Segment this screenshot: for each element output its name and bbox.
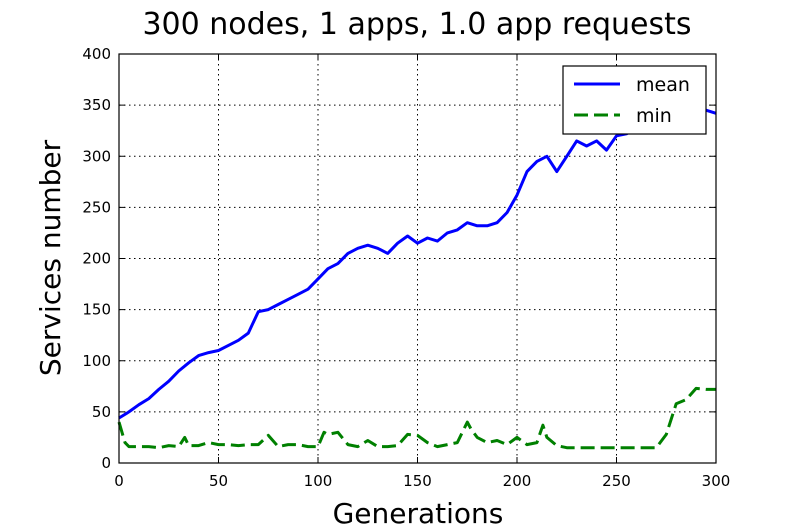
grid [119,54,716,463]
y-tick-label: 0 [101,454,111,472]
legend: mean min [562,65,707,135]
y-tick-label: 50 [92,403,111,421]
chart-title: 300 nodes, 1 apps, 1.0 app requests [142,7,691,42]
y-tick-label: 400 [82,45,111,63]
legend-label-mean: mean [636,74,690,96]
x-tick-label: 250 [602,472,631,490]
x-tick-label: 0 [114,472,124,490]
legend-box [562,65,707,135]
y-tick-label: 200 [82,250,111,268]
x-tick-label: 200 [503,472,532,490]
x-tick-label: 50 [209,472,228,490]
ticks [118,53,717,464]
y-tick-label: 350 [82,96,111,114]
series-layer [117,108,717,450]
y-tick-label: 150 [82,301,111,319]
x-axis-label: Generations [333,497,504,530]
series-line-mean [118,108,717,420]
tick-labels: 0 50 100 150 200 250 300 0 50 100 150 200 250 300 350 4… [82,45,730,490]
x-tick-label: 300 [702,472,731,490]
y-axis-label: Services number [34,139,67,376]
y-tick-label: 250 [82,198,111,216]
legend-label-min: min [636,105,672,127]
y-tick-label: 300 [82,147,111,165]
x-tick-label: 150 [403,472,432,490]
series-line-min [117,386,716,450]
y-tick-label: 100 [82,352,111,370]
x-tick-label: 100 [304,472,333,490]
